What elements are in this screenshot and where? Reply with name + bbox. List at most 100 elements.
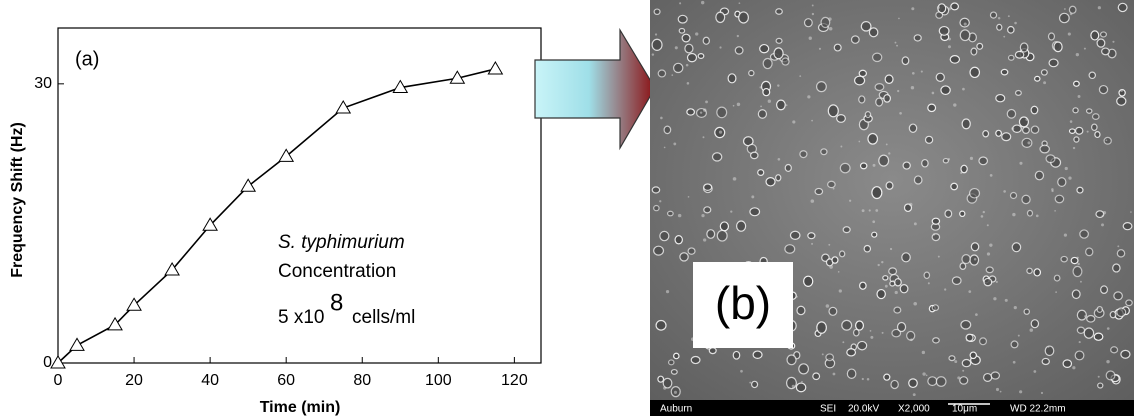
speck: [828, 243, 831, 246]
cell: [732, 350, 741, 360]
panel-label: (a): [75, 48, 99, 70]
cell: [666, 210, 674, 217]
cell: [775, 174, 782, 182]
cell: [749, 207, 761, 217]
speck: [785, 104, 788, 107]
cell: [762, 87, 771, 97]
speck: [837, 271, 840, 273]
cell: [1041, 357, 1050, 366]
cell: [959, 17, 970, 28]
speck: [948, 37, 951, 41]
speck: [687, 196, 690, 198]
data-line: [57, 68, 496, 364]
cell: [716, 229, 728, 242]
speck: [818, 47, 821, 50]
cell: [752, 350, 763, 359]
speck: [679, 2, 682, 5]
speck: [767, 99, 771, 103]
cell: [1090, 30, 1100, 41]
speck: [881, 331, 884, 334]
cell: [990, 371, 1001, 380]
speck: [975, 313, 978, 316]
speck: [703, 238, 707, 242]
speck: [953, 103, 957, 107]
cell: [874, 82, 885, 92]
cell: [1026, 267, 1033, 275]
cell: [831, 256, 839, 264]
cell: [789, 230, 801, 240]
speck: [659, 200, 662, 203]
info-text: 20.0kV: [848, 404, 879, 415]
cell: [820, 16, 831, 29]
speck: [811, 4, 814, 7]
cell: [876, 288, 886, 300]
cell: [860, 21, 872, 32]
cell: [1068, 128, 1076, 134]
cell: [853, 75, 866, 86]
cell: [868, 27, 879, 38]
speck: [986, 252, 991, 256]
cell: [814, 187, 824, 196]
cell: [901, 56, 910, 66]
cell: [855, 320, 865, 331]
cell: [734, 46, 744, 55]
speck: [898, 17, 900, 20]
annotation: cells/ml: [352, 307, 415, 328]
info-text: 10μm: [952, 404, 977, 415]
speck: [872, 163, 876, 167]
cell: [796, 305, 806, 316]
cell: [893, 306, 902, 314]
cell: [989, 11, 998, 19]
speck: [877, 263, 880, 267]
speck: [673, 356, 676, 359]
cell: [908, 123, 918, 133]
cell: [1073, 136, 1080, 143]
speck: [1101, 223, 1104, 227]
cell: [858, 95, 866, 104]
cell: [961, 118, 971, 130]
cell: [1058, 12, 1070, 24]
cell: [657, 375, 665, 383]
cell: [738, 11, 749, 24]
annotation: S. typhimurium: [278, 232, 405, 253]
speck: [1067, 32, 1071, 36]
cell: [1091, 113, 1100, 120]
cell: [979, 337, 988, 346]
speck: [1097, 6, 1101, 10]
speck: [937, 255, 940, 258]
speck: [1019, 390, 1023, 394]
cell: [942, 157, 950, 164]
cell: [827, 104, 839, 118]
cell: [702, 36, 710, 45]
speck: [1117, 245, 1120, 248]
cell: [850, 35, 860, 44]
plot-frame: [57, 27, 542, 364]
speck: [897, 89, 900, 93]
cell: [995, 93, 1006, 103]
speck: [1012, 360, 1016, 364]
speck: [740, 369, 743, 373]
speck: [808, 36, 812, 40]
cell: [959, 29, 971, 42]
speck: [913, 301, 918, 306]
cell: [1071, 289, 1081, 300]
cell: [932, 337, 940, 344]
speck: [1076, 256, 1079, 259]
cell: [1085, 247, 1094, 257]
cell: [827, 180, 836, 189]
speck: [828, 17, 832, 21]
speck: [1069, 120, 1073, 123]
cell: [846, 348, 857, 357]
speck: [932, 233, 936, 236]
cell: [1040, 69, 1048, 76]
speck: [1033, 370, 1037, 373]
cell: [775, 8, 783, 15]
speck: [730, 210, 733, 213]
speck: [1027, 141, 1031, 145]
speck: [810, 199, 815, 203]
cell: [1122, 222, 1133, 231]
cell: [1072, 265, 1083, 278]
info-text: Auburn: [660, 404, 692, 415]
cell: [944, 209, 953, 219]
cell: [1007, 54, 1015, 61]
